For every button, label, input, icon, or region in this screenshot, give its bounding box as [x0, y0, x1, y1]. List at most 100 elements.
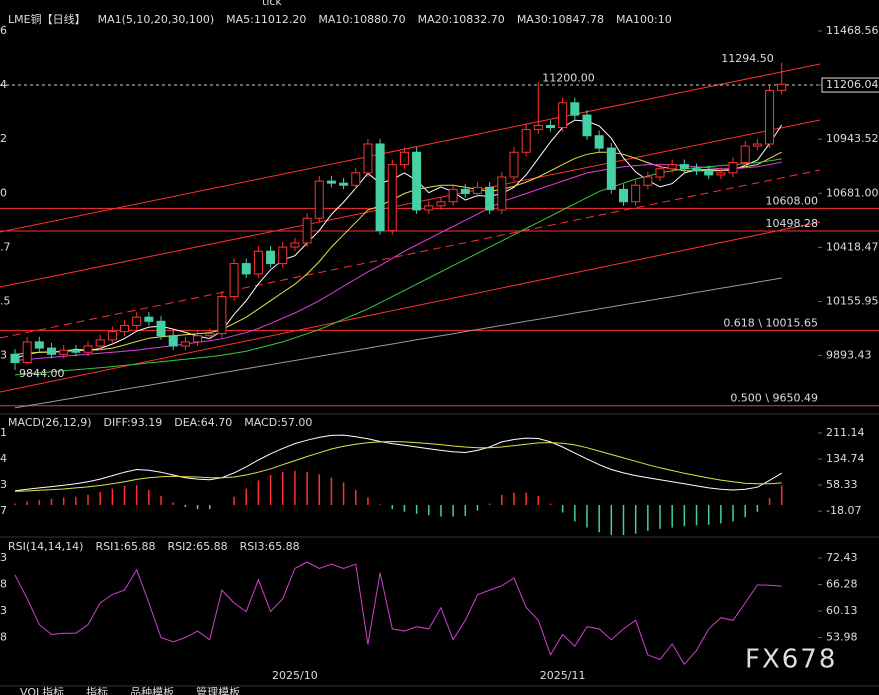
- y-tick-label: 134.74: [826, 452, 865, 465]
- y-tick-label: 72.43: [826, 551, 858, 564]
- candle-body: [71, 349, 81, 353]
- level-label: 10608.00: [766, 194, 819, 207]
- candle-body: [339, 182, 349, 186]
- y-tick-label: 66.28: [826, 578, 858, 591]
- legend-entry: MA5:11012.20: [226, 13, 306, 26]
- candle-body: [399, 151, 409, 166]
- bottom-tab[interactable]: 指标: [86, 685, 108, 695]
- candle-body: [631, 184, 641, 203]
- candle-body: [375, 143, 385, 232]
- candle-body: [497, 176, 507, 211]
- y-tick-label: 10155.95: [826, 295, 879, 308]
- rsi-line: [14, 561, 782, 666]
- candle-body: [679, 164, 689, 170]
- last-price-box: [821, 77, 879, 93]
- candle-body: [777, 83, 787, 91]
- y-tick-label: 58.33: [826, 478, 858, 491]
- left-tick-fragment: 3: [0, 349, 7, 362]
- candle-body: [83, 345, 93, 353]
- legend-entry: DIFF:93.19: [104, 416, 163, 429]
- y-tick-label: 10681.00: [826, 186, 879, 199]
- left-tick-fragment: 4: [0, 452, 7, 465]
- candle-body: [667, 164, 677, 170]
- legend-entry: MA20:10832.70: [418, 13, 505, 26]
- channel-line: [0, 119, 821, 288]
- left-tick-fragment: 3: [0, 551, 7, 564]
- annotation-label: 11294.50: [721, 52, 774, 65]
- y-tick-label: -18.07: [826, 504, 861, 517]
- legend-entry: MA30:10847.78: [517, 13, 604, 26]
- annotation-label: 11200.00: [542, 71, 595, 84]
- y-tick-label: 10418.47: [826, 240, 879, 253]
- legend-entry: RSI2:65.88: [168, 540, 228, 553]
- moving-average-line: [14, 161, 782, 361]
- candle-body: [193, 335, 203, 343]
- x-tick-label: 2025/11: [540, 669, 586, 682]
- legend-entry: RSI1:65.88: [95, 540, 155, 553]
- left-tick-fragment: 8: [0, 578, 7, 591]
- macd-line: [14, 434, 782, 492]
- legend-entry: MA100:10: [616, 13, 672, 26]
- y-tick-label: 9893.43: [826, 349, 872, 362]
- indicator-label: MA1(5,10,20,30,100): [98, 13, 215, 26]
- candle-body: [521, 129, 531, 153]
- candle-body: [180, 341, 190, 347]
- candle-body: [704, 170, 714, 176]
- left-tick-fragment: 4: [0, 78, 7, 91]
- candle-body: [752, 143, 762, 147]
- candle-body: [533, 124, 543, 131]
- candle-body: [606, 147, 616, 190]
- candle-body: [387, 164, 397, 232]
- left-tick-fragment: 3: [0, 604, 7, 617]
- moving-average-line: [14, 277, 782, 409]
- y-tick-label: 211.14: [826, 426, 865, 439]
- bottom-tab[interactable]: 品种模板: [130, 685, 174, 695]
- candle-body: [107, 331, 117, 341]
- candle-body: [253, 250, 263, 275]
- toolbar-fragment[interactable]: tick: [262, 0, 282, 8]
- legend-entry: RSI3:65.88: [240, 540, 300, 553]
- level-label: 0.500 \ 9650.49: [730, 392, 818, 405]
- watermark: FX678: [745, 645, 837, 675]
- candle-body: [278, 246, 288, 265]
- candle-body: [485, 186, 495, 211]
- y-tick-label: 11206.04: [826, 78, 879, 91]
- left-tick-fragment: 0: [0, 186, 7, 199]
- candle-body: [34, 341, 44, 349]
- candle-body: [241, 263, 251, 275]
- y-tick-label: 10943.52: [826, 132, 879, 145]
- left-tick-fragment: 3: [0, 478, 7, 491]
- candle-body: [716, 172, 726, 176]
- moving-average-line: [14, 151, 782, 355]
- candle-body: [314, 180, 324, 219]
- candle-body: [472, 186, 482, 194]
- candle-body: [132, 316, 142, 326]
- candle-body: [728, 162, 738, 174]
- candle-body: [47, 347, 57, 355]
- candle-body: [363, 143, 373, 174]
- legend-entry: MACD:57.00: [244, 416, 312, 429]
- candle-body: [509, 151, 519, 178]
- candle-body: [570, 102, 580, 116]
- chart-title: LME铜【日线】: [8, 12, 86, 26]
- macd-line: [14, 440, 782, 492]
- y-tick-label: 11468.56: [826, 24, 879, 37]
- candle-body: [558, 102, 568, 129]
- moving-average-line: [14, 158, 782, 376]
- candle-body: [424, 205, 434, 211]
- bottom-tab[interactable]: 管理模板: [196, 685, 240, 695]
- left-tick-fragment: 2: [0, 132, 7, 145]
- level-label: 10498.28: [766, 217, 819, 230]
- bottom-tab[interactable]: VOL指标: [20, 685, 64, 695]
- channel-line: [0, 63, 821, 233]
- candle-body: [144, 316, 154, 322]
- left-tick-fragment: 7: [0, 504, 7, 517]
- y-tick-label: 60.13: [826, 604, 858, 617]
- left-tick-fragment: 6: [0, 24, 7, 37]
- candle-body: [205, 333, 215, 337]
- candle-body: [765, 89, 775, 145]
- candle-body: [582, 114, 592, 137]
- channel-line: [0, 221, 821, 393]
- candle-body: [95, 339, 105, 347]
